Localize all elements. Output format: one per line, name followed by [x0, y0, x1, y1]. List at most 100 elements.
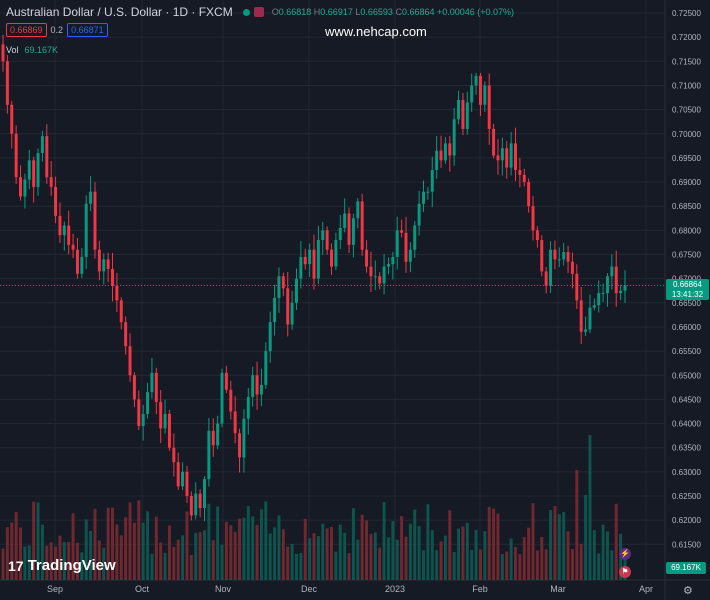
y-tick-label: 0.66500 [672, 299, 701, 308]
candle-body [430, 169, 434, 192]
candle-body [303, 256, 307, 265]
candle-body [457, 99, 461, 120]
volume-bar [203, 530, 206, 580]
volume-bar [492, 508, 496, 580]
candle-body [500, 148, 504, 161]
volume-bar [93, 508, 97, 580]
candle-body [132, 375, 136, 400]
bar-countdown: 13:41:32 [671, 290, 704, 299]
candle-body [623, 285, 627, 291]
volume-bar [356, 539, 360, 580]
volume-bar [233, 531, 237, 580]
candle-body [360, 201, 364, 250]
buy-price-button[interactable]: 0.66871 [67, 23, 108, 37]
lightning-icon[interactable]: ⚡ [619, 548, 631, 560]
volume-bar [181, 535, 185, 580]
volume-bar [443, 535, 447, 580]
volume-bar [238, 518, 242, 580]
candle-body [562, 252, 566, 260]
candle-body [242, 418, 246, 458]
candle-body [75, 249, 79, 274]
volume-bar [5, 527, 9, 580]
candle-body [5, 61, 9, 105]
candle-body [62, 225, 66, 236]
candle-body [435, 150, 439, 170]
volume-bar [478, 549, 482, 580]
volume-bar [10, 522, 14, 580]
volume-bar [67, 542, 71, 580]
y-tick-label: 0.71500 [672, 57, 701, 66]
candle-body [522, 174, 526, 183]
volume-bar [369, 533, 373, 580]
candle-body [505, 148, 509, 168]
volume-bar [207, 503, 211, 580]
symbol-title[interactable]: Australian Dollar / U.S. Dollar · 1D · F… [6, 5, 233, 19]
candle-body [141, 413, 145, 426]
volume-bar [601, 524, 605, 580]
candle-body [281, 276, 285, 289]
spread-value: 0.2 [50, 25, 64, 35]
volume-bar [49, 542, 53, 580]
y-tick-label: 0.69500 [672, 154, 701, 163]
volume-bar [58, 535, 62, 580]
volume-bar [80, 552, 84, 580]
candle-body [365, 249, 369, 267]
candle-body [167, 413, 171, 448]
volume-bar [308, 538, 312, 580]
volume-bar [391, 520, 395, 580]
logo-text: TradingView [27, 557, 116, 574]
candle-body [601, 293, 605, 295]
candle-body [404, 232, 408, 262]
candle-body [220, 372, 224, 424]
volume-bar [378, 547, 382, 580]
volume-bar [62, 541, 66, 580]
candle-body [150, 372, 154, 393]
candle-body [10, 104, 14, 134]
flag-event-icon[interactable]: ⚑ [619, 566, 631, 578]
candle-body [527, 182, 531, 207]
candle-body [84, 203, 88, 257]
candle-body [610, 266, 614, 277]
volume-bar [588, 435, 592, 580]
settings-gear-icon[interactable]: ⚙ [683, 585, 693, 597]
volume-bar [115, 524, 119, 580]
close-value: 0.66864 [401, 7, 435, 17]
candle-body [330, 249, 334, 267]
candle-body [189, 496, 193, 516]
volume-bar [395, 539, 399, 580]
volume-bar [246, 506, 250, 580]
volume-bar [365, 520, 369, 580]
volume-name: Vol [6, 45, 19, 55]
candle-body [461, 99, 465, 129]
candle-body [316, 240, 320, 279]
candle-body [80, 256, 84, 274]
candle-body [597, 293, 601, 306]
candle-body [137, 399, 141, 426]
volume-bar [176, 539, 180, 580]
y-tick-label: 0.64000 [672, 420, 701, 429]
candle-body [19, 177, 23, 197]
sell-price-button[interactable]: 0.66869 [6, 23, 47, 37]
candle-body [579, 300, 583, 332]
volume-bar [562, 512, 566, 580]
volume-bar [496, 513, 500, 580]
y-tick-label: 0.62000 [672, 516, 701, 525]
volume-bar [400, 516, 404, 580]
volume-bar [605, 531, 609, 580]
volume-bar [36, 502, 40, 580]
volume-bar [610, 550, 614, 580]
candle-body [535, 230, 539, 241]
y-tick-label: 0.69000 [672, 178, 701, 187]
volume-bar [172, 546, 176, 580]
candle-body [470, 85, 474, 103]
volume-axis-label: 69.167K [666, 562, 706, 574]
high-value: 0.66917 [320, 7, 353, 17]
volume-bar [198, 532, 202, 580]
volume-legend[interactable]: Vol 69.167K [6, 45, 58, 55]
x-tick-label: Nov [215, 584, 232, 594]
volume-bar [150, 553, 154, 580]
volume-bar [553, 506, 557, 580]
y-tick-label: 0.70000 [672, 130, 701, 139]
y-tick-label: 0.62500 [672, 492, 701, 501]
